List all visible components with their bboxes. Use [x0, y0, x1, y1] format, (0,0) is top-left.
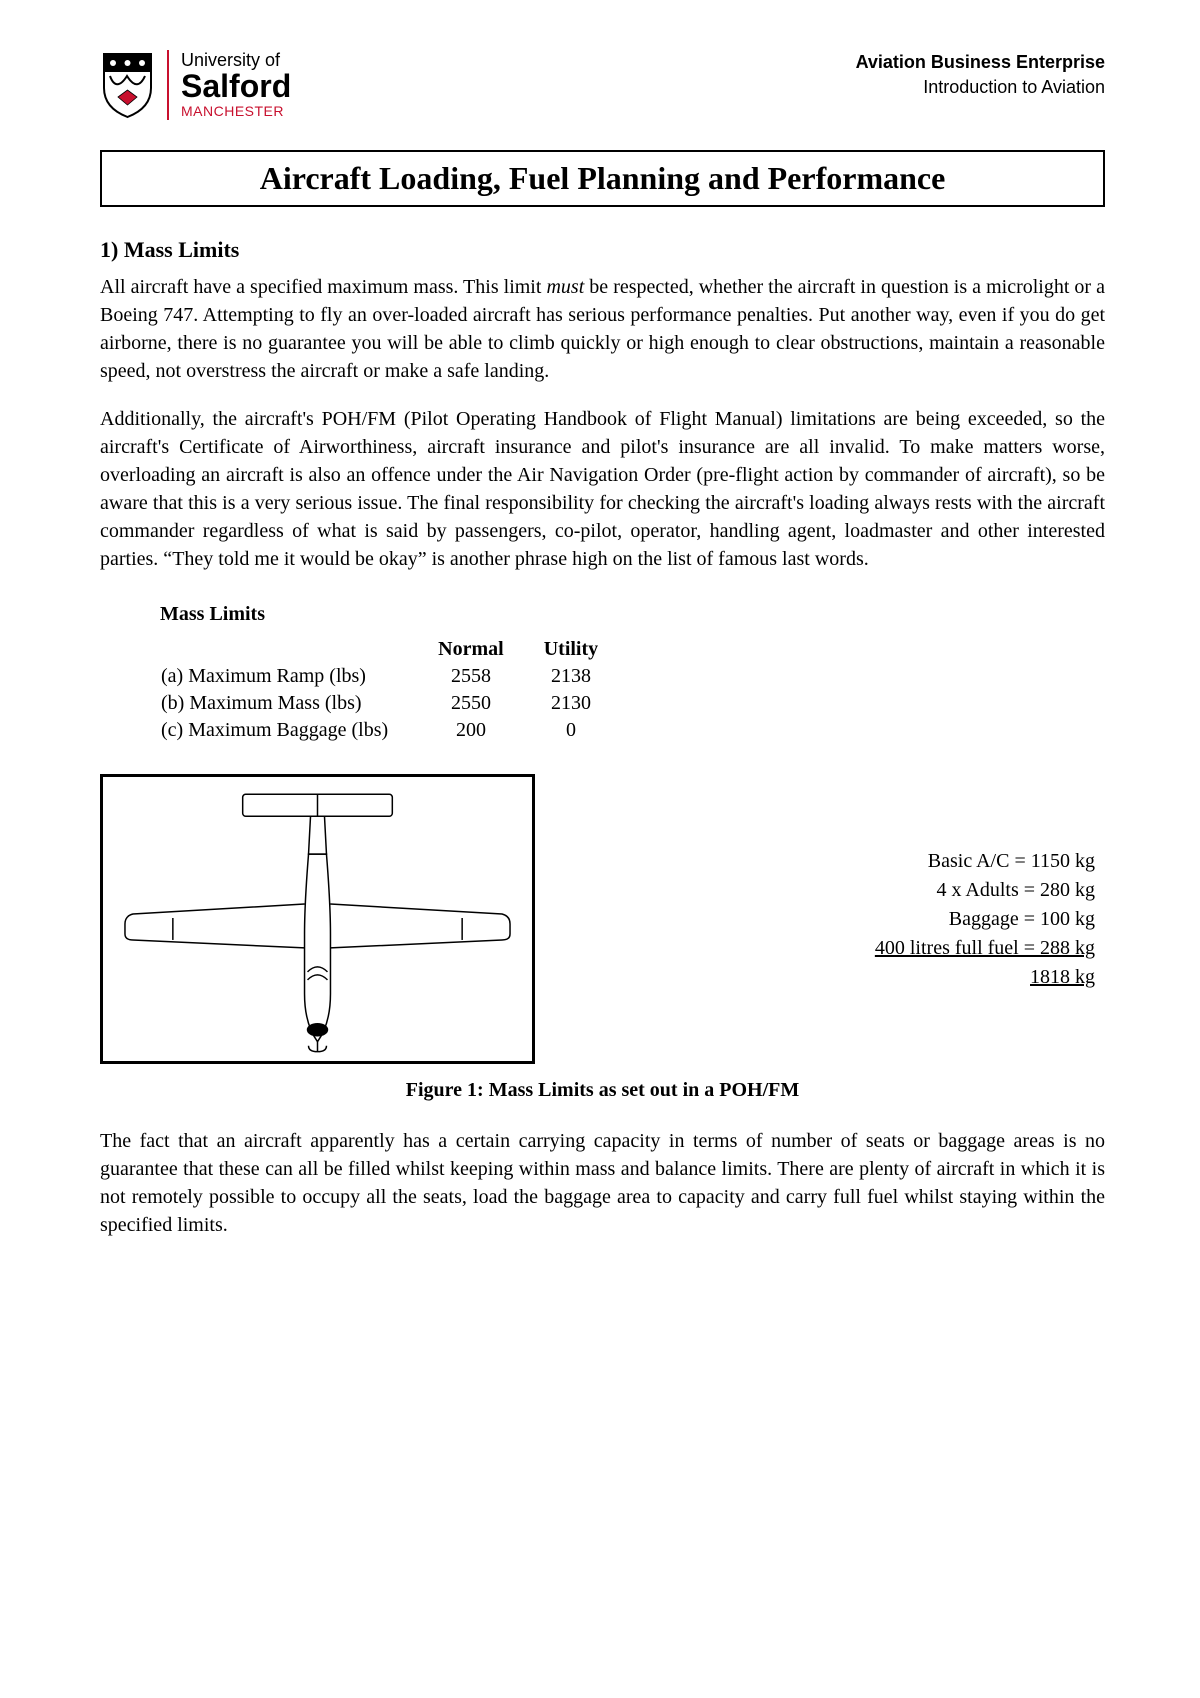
document-title-box: Aircraft Loading, Fuel Planning and Perf… — [100, 150, 1105, 207]
col-utility: Utility — [524, 636, 618, 663]
row-label: (c) Maximum Baggage (lbs) — [160, 717, 418, 744]
logo-divider — [167, 50, 169, 120]
logo-line-2: Salford — [181, 70, 291, 104]
figure-row: Basic A/C = 1150 kg 4 x Adults = 280 kg … — [100, 774, 1105, 1064]
paragraph-1: All aircraft have a specified maximum ma… — [100, 273, 1105, 385]
row-normal: 2558 — [418, 663, 524, 690]
paragraph-2: Additionally, the aircraft's POH/FM (Pil… — [100, 405, 1105, 573]
mass-calculation: Basic A/C = 1150 kg 4 x Adults = 280 kg … — [575, 847, 1105, 992]
row-utility: 2138 — [524, 663, 618, 690]
row-label: (a) Maximum Ramp (lbs) — [160, 663, 418, 690]
col-normal: Normal — [418, 636, 524, 663]
aircraft-top-view-icon — [113, 784, 522, 1054]
course-subtitle: Introduction to Aviation — [856, 75, 1105, 100]
table-row: (b) Maximum Mass (lbs) 2550 2130 — [160, 690, 618, 717]
table-row: (a) Maximum Ramp (lbs) 2558 2138 — [160, 663, 618, 690]
document-page: University of Salford MANCHESTER Aviatio… — [0, 0, 1200, 1698]
row-normal: 2550 — [418, 690, 524, 717]
row-label: (b) Maximum Mass (lbs) — [160, 690, 418, 717]
row-utility: 0 — [524, 717, 618, 744]
course-title: Aviation Business Enterprise — [856, 50, 1105, 75]
document-title: Aircraft Loading, Fuel Planning and Perf… — [260, 160, 946, 196]
col-blank — [160, 636, 418, 663]
para1-emphasis: must — [546, 276, 584, 298]
page-header: University of Salford MANCHESTER Aviatio… — [100, 50, 1105, 120]
row-normal: 200 — [418, 717, 524, 744]
mass-limits-title: Mass Limits — [160, 603, 1105, 626]
row-utility: 2130 — [524, 690, 618, 717]
shield-icon — [100, 50, 155, 120]
mass-limits-block: Mass Limits Normal Utility (a) Maximum R… — [160, 603, 1105, 744]
para1-text-a: All aircraft have a specified maximum ma… — [100, 276, 546, 298]
calc-total: 1818 kg — [575, 963, 1095, 992]
paragraph-3: The fact that an aircraft apparently has… — [100, 1127, 1105, 1239]
logo-line-3: MANCHESTER — [181, 104, 291, 119]
table-header-row: Normal Utility — [160, 636, 618, 663]
logo-text: University of Salford MANCHESTER — [181, 51, 291, 118]
section-heading: 1) Mass Limits — [100, 237, 1105, 263]
calc-line: 400 litres full fuel = 288 kg — [575, 934, 1095, 963]
header-right: Aviation Business Enterprise Introductio… — [856, 50, 1105, 100]
mass-limits-table: Normal Utility (a) Maximum Ramp (lbs) 25… — [160, 636, 618, 744]
aircraft-diagram-frame — [100, 774, 535, 1064]
calc-line: Baggage = 100 kg — [575, 905, 1095, 934]
calc-line: 4 x Adults = 280 kg — [575, 876, 1095, 905]
calc-line: Basic A/C = 1150 kg — [575, 847, 1095, 876]
table-row: (c) Maximum Baggage (lbs) 200 0 — [160, 717, 618, 744]
figure-caption: Figure 1: Mass Limits as set out in a PO… — [100, 1079, 1105, 1102]
university-logo: University of Salford MANCHESTER — [100, 50, 291, 120]
